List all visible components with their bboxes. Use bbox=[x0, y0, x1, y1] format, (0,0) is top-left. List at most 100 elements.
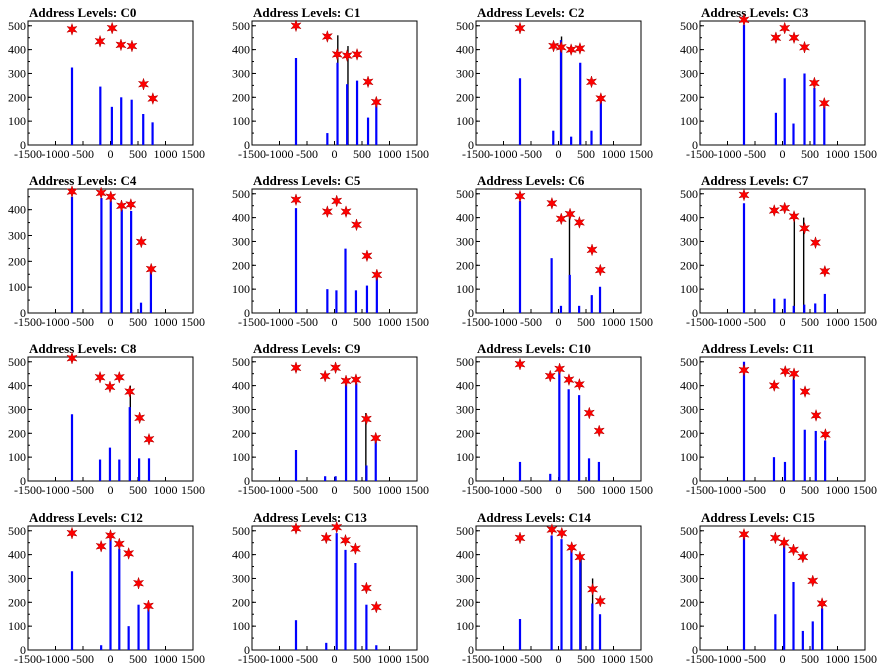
peak-marker bbox=[95, 186, 107, 200]
y-tick-label: 400 bbox=[456, 211, 474, 225]
peak-marker bbox=[546, 196, 558, 210]
x-tick-label: -1000 bbox=[490, 147, 518, 161]
peak-marker bbox=[321, 205, 334, 219]
y-tick-label: 500 bbox=[680, 524, 698, 538]
y-tick-label: 100 bbox=[232, 450, 250, 464]
x-tick-label: -1000 bbox=[490, 315, 518, 329]
peak-marker bbox=[738, 188, 750, 202]
x-tick-label: -1000 bbox=[490, 652, 518, 666]
peak-marker bbox=[135, 235, 148, 249]
peak-marker bbox=[809, 236, 822, 250]
y-tick-label: 200 bbox=[456, 595, 474, 609]
panel-title: Address Levels: C14 bbox=[477, 510, 591, 525]
y-tick-label: 100 bbox=[8, 619, 26, 633]
x-tick-label: 1000 bbox=[378, 483, 402, 497]
peak-marker bbox=[798, 40, 811, 54]
peak-marker bbox=[94, 370, 106, 384]
x-tick-label: 1500 bbox=[853, 315, 877, 329]
peak-marker bbox=[94, 34, 106, 48]
x-tick-label: 1500 bbox=[181, 315, 205, 329]
x-tick-label: 0 bbox=[780, 315, 786, 329]
peak-marker bbox=[137, 77, 150, 91]
peak-marker bbox=[768, 203, 780, 218]
peak-marker bbox=[132, 576, 145, 590]
panel-c14: Address Levels: C14 0 100 200 300 400 500 -1500… bbox=[456, 510, 653, 666]
x-tick-label: 0 bbox=[108, 483, 114, 497]
peak-marker bbox=[816, 596, 828, 611]
axes-frame bbox=[475, 188, 642, 314]
peak-marker bbox=[361, 249, 373, 263]
x-tick-label: 500 bbox=[801, 483, 819, 497]
peak-marker bbox=[594, 263, 607, 277]
peak-marker bbox=[799, 384, 811, 399]
x-tick-label: -1500 bbox=[14, 315, 42, 329]
y-tick-label: 0 bbox=[20, 643, 26, 657]
x-tick-label: 0 bbox=[332, 483, 338, 497]
y-tick-label: 200 bbox=[680, 90, 698, 104]
peak-marker bbox=[738, 363, 750, 377]
y-tick-label: 0 bbox=[692, 138, 698, 152]
peak-marker bbox=[66, 184, 78, 199]
peak-marker bbox=[585, 75, 598, 89]
panel-title: Address Levels: C2 bbox=[477, 5, 584, 20]
peak-marker bbox=[371, 268, 383, 282]
peak-marker bbox=[514, 189, 526, 203]
peak-marker bbox=[362, 75, 374, 89]
y-tick-label: 500 bbox=[456, 355, 474, 369]
peak-marker bbox=[586, 243, 598, 257]
panel-title: Address Levels: C15 bbox=[701, 510, 815, 525]
x-tick-label: 500 bbox=[129, 652, 147, 666]
peak-marker bbox=[290, 19, 302, 33]
x-tick-label: -1500 bbox=[462, 315, 490, 329]
x-tick-label: -1500 bbox=[686, 315, 714, 329]
x-tick-label: -1000 bbox=[266, 147, 294, 161]
peak-marker bbox=[819, 427, 832, 442]
y-tick-label: 200 bbox=[680, 595, 698, 609]
axes-frame bbox=[27, 20, 194, 146]
x-tick-label: 1500 bbox=[629, 483, 653, 497]
peak-marker bbox=[147, 91, 159, 106]
x-tick-label: -1500 bbox=[686, 652, 714, 666]
x-tick-label: 1000 bbox=[826, 315, 850, 329]
peak-marker bbox=[547, 39, 560, 53]
peak-marker bbox=[819, 264, 831, 278]
x-tick-label: -500 bbox=[72, 483, 94, 497]
panel-c8: Address Levels: C80100200300400500-1500-… bbox=[8, 341, 205, 497]
y-tick-label: 0 bbox=[468, 138, 474, 152]
x-tick-label: 1500 bbox=[405, 315, 429, 329]
x-tick-label: 1000 bbox=[602, 483, 626, 497]
x-tick-label: 1500 bbox=[405, 483, 429, 497]
y-tick-label: 0 bbox=[468, 474, 474, 488]
y-tick-label: 400 bbox=[680, 379, 698, 393]
x-tick-label: 1500 bbox=[181, 483, 205, 497]
peak-marker bbox=[329, 361, 342, 375]
y-tick-label: 0 bbox=[692, 474, 698, 488]
x-tick-label: -500 bbox=[744, 147, 766, 161]
y-tick-label: 200 bbox=[8, 254, 26, 268]
y-tick-label: 200 bbox=[8, 595, 26, 609]
x-tick-label: -1500 bbox=[462, 147, 490, 161]
y-tick-label: 100 bbox=[456, 282, 474, 296]
y-tick-label: 200 bbox=[680, 258, 698, 272]
x-tick-label: -1500 bbox=[14, 147, 42, 161]
peak-marker bbox=[331, 47, 343, 61]
y-tick-label: 500 bbox=[232, 524, 250, 538]
y-tick-label: 200 bbox=[232, 595, 250, 609]
y-tick-label: 300 bbox=[8, 66, 26, 80]
axes-frame bbox=[699, 356, 866, 482]
x-tick-label: -1000 bbox=[42, 315, 70, 329]
panel-c7: Address Levels: C70100200300400500-1500-… bbox=[680, 173, 877, 329]
peak-marker bbox=[370, 600, 383, 614]
axes-frame bbox=[475, 525, 642, 651]
panel-c2: Address Levels: C20100200300400500-1500-… bbox=[456, 5, 653, 161]
y-tick-label: 500 bbox=[680, 355, 698, 369]
y-tick-label: 200 bbox=[456, 426, 474, 440]
y-tick-label: 400 bbox=[8, 379, 26, 393]
y-tick-label: 300 bbox=[680, 234, 698, 248]
axes-frame bbox=[251, 356, 418, 482]
y-tick-label: 300 bbox=[8, 229, 26, 243]
x-tick-label: 1500 bbox=[853, 147, 877, 161]
y-tick-label: 500 bbox=[8, 19, 26, 33]
x-tick-label: -1500 bbox=[14, 483, 42, 497]
